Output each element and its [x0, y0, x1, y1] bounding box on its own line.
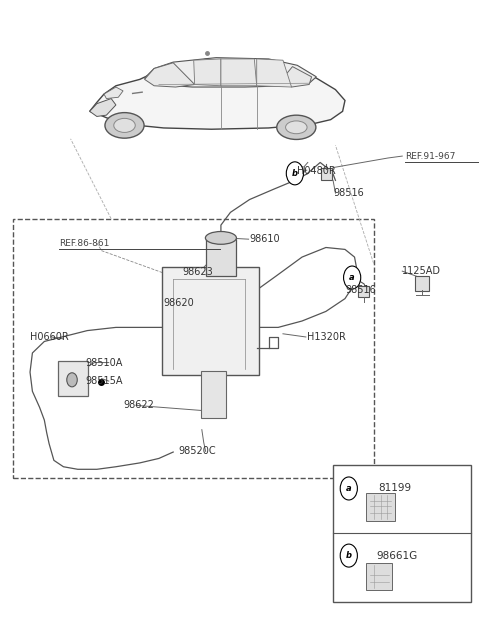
Circle shape: [67, 373, 77, 387]
FancyBboxPatch shape: [358, 286, 369, 297]
Text: 98515A: 98515A: [85, 376, 122, 386]
Text: b: b: [346, 551, 352, 560]
Text: 81199: 81199: [378, 483, 411, 494]
Text: 98622: 98622: [123, 401, 154, 410]
Text: 98610: 98610: [250, 234, 280, 244]
Text: a: a: [349, 273, 355, 282]
Text: H0480R: H0480R: [297, 166, 336, 176]
Ellipse shape: [286, 121, 307, 134]
Text: b: b: [292, 169, 298, 178]
Polygon shape: [194, 59, 221, 86]
FancyBboxPatch shape: [162, 267, 259, 375]
Text: 98661G: 98661G: [376, 551, 417, 560]
Polygon shape: [144, 63, 195, 87]
Polygon shape: [283, 67, 312, 87]
Text: 98623: 98623: [183, 267, 214, 277]
Bar: [333, 465, 471, 602]
Text: H1320R: H1320R: [307, 332, 346, 342]
Ellipse shape: [205, 232, 237, 245]
Polygon shape: [221, 59, 257, 86]
Ellipse shape: [114, 118, 135, 132]
FancyBboxPatch shape: [58, 361, 88, 395]
Polygon shape: [90, 59, 345, 129]
FancyBboxPatch shape: [205, 239, 236, 276]
Circle shape: [286, 162, 303, 185]
Circle shape: [340, 477, 358, 500]
Text: 1125AD: 1125AD: [402, 266, 441, 276]
Polygon shape: [257, 59, 291, 87]
Text: REF.91-967: REF.91-967: [405, 152, 455, 160]
Ellipse shape: [277, 115, 316, 139]
FancyBboxPatch shape: [415, 275, 430, 291]
Polygon shape: [90, 99, 116, 116]
Ellipse shape: [105, 112, 144, 138]
FancyBboxPatch shape: [366, 493, 395, 521]
Polygon shape: [144, 58, 316, 87]
Bar: [13, 219, 373, 478]
Text: 98520C: 98520C: [178, 446, 216, 456]
FancyBboxPatch shape: [201, 371, 226, 418]
Circle shape: [344, 266, 361, 289]
FancyBboxPatch shape: [321, 168, 332, 180]
Text: H0660R: H0660R: [30, 332, 69, 342]
FancyBboxPatch shape: [366, 563, 392, 590]
Text: 98620: 98620: [164, 298, 194, 308]
Text: 98510A: 98510A: [85, 358, 122, 368]
Circle shape: [340, 544, 358, 567]
Text: REF.86-861: REF.86-861: [59, 239, 109, 248]
Text: 98516: 98516: [345, 285, 376, 295]
Text: a: a: [346, 484, 352, 493]
Text: 98516: 98516: [333, 188, 364, 198]
Polygon shape: [104, 87, 123, 99]
